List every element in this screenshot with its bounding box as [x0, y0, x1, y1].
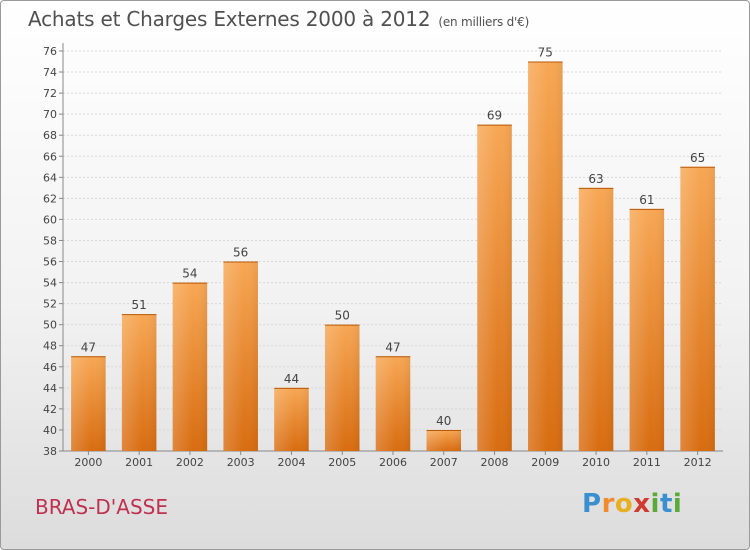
bar-value-label: 65 — [690, 151, 705, 165]
x-tick-label: 2003 — [227, 456, 255, 469]
bar-value-label: 40 — [436, 414, 451, 428]
chart-title-text: Achats et Charges Externes 2000 à 2012 — [28, 7, 431, 31]
bar-shade — [629, 208, 665, 451]
bar-shade — [680, 166, 715, 451]
y-tick-label: 50 — [43, 319, 57, 332]
x-tick-label: 2010 — [582, 456, 610, 469]
bar-shade — [528, 61, 563, 452]
y-tick-label: 42 — [43, 403, 57, 416]
bar-value-label: 50 — [335, 309, 350, 323]
y-tick-label: 58 — [43, 234, 57, 247]
y-tick-label: 52 — [43, 298, 57, 311]
bar-value-label: 47 — [81, 340, 96, 354]
y-tick-label: 76 — [43, 45, 57, 58]
bar-shade — [223, 261, 258, 451]
x-tick-label: 2004 — [277, 456, 305, 469]
x-tick-label: 2011 — [633, 456, 661, 469]
y-tick-label: 44 — [43, 382, 57, 395]
logo-letter: t — [659, 489, 673, 519]
x-tick-label: 2001 — [125, 456, 153, 469]
x-tick-label: 2005 — [328, 456, 356, 469]
bar-shade — [375, 356, 411, 451]
bar-value-label: 54 — [182, 267, 197, 281]
logo-letter: i — [650, 489, 660, 519]
bar-shade — [172, 282, 208, 451]
x-tick-label: 2007 — [430, 456, 458, 469]
x-tick-label: 2008 — [481, 456, 509, 469]
y-tick-label: 60 — [43, 213, 57, 226]
bar-value-label: 61 — [639, 193, 654, 207]
y-tick-label: 38 — [43, 445, 57, 458]
bar-shade — [426, 429, 462, 451]
logo-letter: r — [601, 489, 615, 519]
logo-letter: P — [582, 489, 602, 519]
bar-value-label: 44 — [284, 372, 299, 386]
chart-title: Achats et Charges Externes 2000 à 2012 (e… — [28, 7, 529, 31]
logo-letter: x — [633, 489, 651, 519]
y-tick-label: 72 — [43, 87, 57, 100]
y-tick-label: 74 — [43, 66, 57, 79]
logo-letter: o — [614, 489, 634, 519]
y-tick-label: 56 — [43, 256, 57, 269]
y-tick-label: 62 — [43, 192, 57, 205]
bar-shade — [477, 124, 512, 452]
bar-shade — [324, 324, 360, 451]
bar-value-label: 51 — [132, 298, 147, 312]
proxiti-logo: Proxiti — [582, 489, 682, 519]
y-tick-label: 70 — [43, 108, 57, 121]
x-tick-label: 2012 — [684, 456, 712, 469]
bar-value-label: 69 — [487, 109, 502, 123]
bar-value-label: 47 — [385, 340, 400, 354]
y-tick-label: 64 — [43, 171, 57, 184]
y-tick-label: 54 — [43, 277, 57, 290]
x-tick-label: 2002 — [176, 456, 204, 469]
x-tick-label: 2000 — [74, 456, 102, 469]
bar-value-label: 56 — [233, 246, 248, 260]
y-tick-label: 48 — [43, 340, 57, 353]
y-tick-label: 40 — [43, 424, 57, 437]
logo-letter: i — [672, 489, 683, 519]
commune-name: BRAS-D'ASSE — [35, 495, 169, 519]
bar-shade — [121, 314, 157, 451]
y-tick-label: 68 — [43, 129, 57, 142]
bar-shade — [578, 187, 614, 451]
bar-value-label: 63 — [588, 172, 603, 186]
chart-unit: (en milliers d'€) — [438, 15, 530, 29]
y-tick-label: 66 — [43, 150, 57, 163]
bar-shade — [71, 356, 106, 451]
bar-value-label: 75 — [538, 46, 553, 60]
bar-shade — [274, 387, 309, 451]
x-tick-label: 2009 — [531, 456, 559, 469]
x-tick-label: 2006 — [379, 456, 407, 469]
y-tick-label: 46 — [43, 361, 57, 374]
